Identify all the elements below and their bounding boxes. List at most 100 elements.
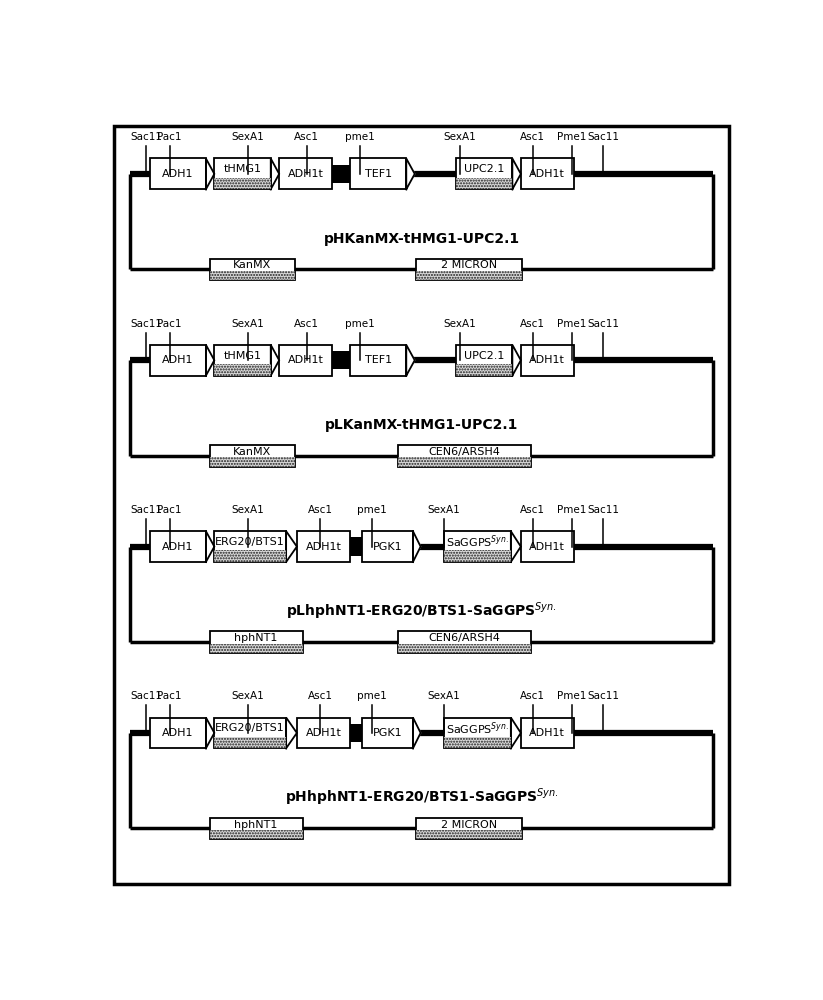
Text: SexA1: SexA1 xyxy=(428,691,461,701)
Bar xyxy=(416,818,522,839)
Text: Pac1: Pac1 xyxy=(157,132,182,142)
Polygon shape xyxy=(271,158,279,189)
Bar xyxy=(214,178,271,189)
Text: ADH1t: ADH1t xyxy=(529,728,565,738)
Bar xyxy=(210,818,303,839)
Bar xyxy=(350,158,407,189)
Polygon shape xyxy=(206,345,214,376)
Polygon shape xyxy=(407,158,415,189)
Polygon shape xyxy=(206,158,214,189)
Text: Pac1: Pac1 xyxy=(157,319,182,329)
Text: TEF1: TEF1 xyxy=(365,169,392,179)
Text: Sac11: Sac11 xyxy=(130,691,162,701)
Text: Sac11: Sac11 xyxy=(130,132,162,142)
Bar xyxy=(214,550,286,562)
Text: SexA1: SexA1 xyxy=(428,505,461,515)
Bar xyxy=(444,531,511,562)
Bar xyxy=(214,158,271,189)
Text: Asc1: Asc1 xyxy=(308,505,333,515)
Bar xyxy=(214,345,271,376)
Text: Asc1: Asc1 xyxy=(295,319,319,329)
Text: SexA1: SexA1 xyxy=(444,132,477,142)
Text: tHMG1: tHMG1 xyxy=(224,351,262,361)
Text: pHhphNT1-ERG20/BTS1-SaGGPS$^{Syn.}$: pHhphNT1-ERG20/BTS1-SaGGPS$^{Syn.}$ xyxy=(285,787,559,808)
Text: SexA1: SexA1 xyxy=(444,319,477,329)
Text: pme1: pme1 xyxy=(357,691,387,701)
Text: ADH1t: ADH1t xyxy=(529,355,565,365)
Polygon shape xyxy=(511,531,521,562)
Text: Asc1: Asc1 xyxy=(295,132,319,142)
Text: Sac11: Sac11 xyxy=(588,691,619,701)
Bar xyxy=(521,158,574,189)
Text: pme1: pme1 xyxy=(345,319,374,329)
Text: pLhphNT1-ERG20/BTS1-SaGGPS$^{Syn.}$: pLhphNT1-ERG20/BTS1-SaGGPS$^{Syn.}$ xyxy=(286,600,557,622)
Bar xyxy=(444,550,511,562)
Text: hphNT1: hphNT1 xyxy=(235,633,278,643)
Bar xyxy=(521,718,574,748)
Bar xyxy=(361,718,413,748)
Bar xyxy=(361,531,413,562)
Text: Sac11: Sac11 xyxy=(130,319,162,329)
Bar xyxy=(210,445,295,466)
Bar xyxy=(210,457,295,466)
Text: Asc1: Asc1 xyxy=(308,691,333,701)
Text: Pme1: Pme1 xyxy=(557,132,587,142)
Bar xyxy=(150,158,206,189)
Text: ADH1: ADH1 xyxy=(162,542,193,552)
Polygon shape xyxy=(407,345,415,376)
Text: CEN6/ARSH4: CEN6/ARSH4 xyxy=(429,447,500,457)
Polygon shape xyxy=(413,531,421,562)
Bar xyxy=(350,537,361,556)
Polygon shape xyxy=(513,158,521,189)
Polygon shape xyxy=(206,531,214,562)
Text: Sac11: Sac11 xyxy=(130,505,162,515)
Bar xyxy=(398,445,531,466)
Text: tHMG1: tHMG1 xyxy=(224,164,262,174)
Bar xyxy=(521,345,574,376)
Text: PGK1: PGK1 xyxy=(373,728,402,738)
Text: Pme1: Pme1 xyxy=(557,691,587,701)
Text: PGK1: PGK1 xyxy=(373,542,402,552)
Bar xyxy=(350,345,407,376)
Bar xyxy=(456,364,513,376)
Text: SaGGPS$^{Syn.}$: SaGGPS$^{Syn.}$ xyxy=(446,534,509,550)
Bar xyxy=(332,351,350,369)
Bar xyxy=(456,158,513,189)
Bar xyxy=(521,531,574,562)
Text: 2 MICRON: 2 MICRON xyxy=(441,260,497,270)
Bar xyxy=(150,345,206,376)
Text: 2 MICRON: 2 MICRON xyxy=(441,820,497,830)
Text: ERG20/BTS1: ERG20/BTS1 xyxy=(216,537,285,547)
Polygon shape xyxy=(511,718,521,748)
Text: Pac1: Pac1 xyxy=(157,691,182,701)
Text: KanMX: KanMX xyxy=(233,260,272,270)
Text: SexA1: SexA1 xyxy=(231,691,264,701)
Bar xyxy=(150,718,206,748)
Text: ADH1t: ADH1t xyxy=(529,542,565,552)
Bar xyxy=(210,271,295,280)
Text: ADH1t: ADH1t xyxy=(288,355,323,365)
Text: ADH1: ADH1 xyxy=(162,355,193,365)
Bar xyxy=(210,631,303,653)
Text: ADH1: ADH1 xyxy=(162,728,193,738)
Text: ADH1: ADH1 xyxy=(162,169,193,179)
Bar xyxy=(297,718,350,748)
Polygon shape xyxy=(271,345,279,376)
Bar xyxy=(416,830,522,839)
Text: pme1: pme1 xyxy=(345,132,374,142)
Bar xyxy=(214,737,286,748)
Bar xyxy=(416,271,522,280)
Text: pme1: pme1 xyxy=(357,505,387,515)
Text: Asc1: Asc1 xyxy=(520,691,545,701)
Text: SexA1: SexA1 xyxy=(231,319,264,329)
Bar xyxy=(210,644,303,653)
Text: TEF1: TEF1 xyxy=(365,355,392,365)
Text: ADH1t: ADH1t xyxy=(305,542,342,552)
Text: Sac11: Sac11 xyxy=(588,319,619,329)
Polygon shape xyxy=(413,718,421,748)
Bar xyxy=(210,259,295,280)
Text: Asc1: Asc1 xyxy=(520,505,545,515)
Bar xyxy=(456,178,513,189)
Text: Pme1: Pme1 xyxy=(557,505,587,515)
Text: ADH1t: ADH1t xyxy=(305,728,342,738)
